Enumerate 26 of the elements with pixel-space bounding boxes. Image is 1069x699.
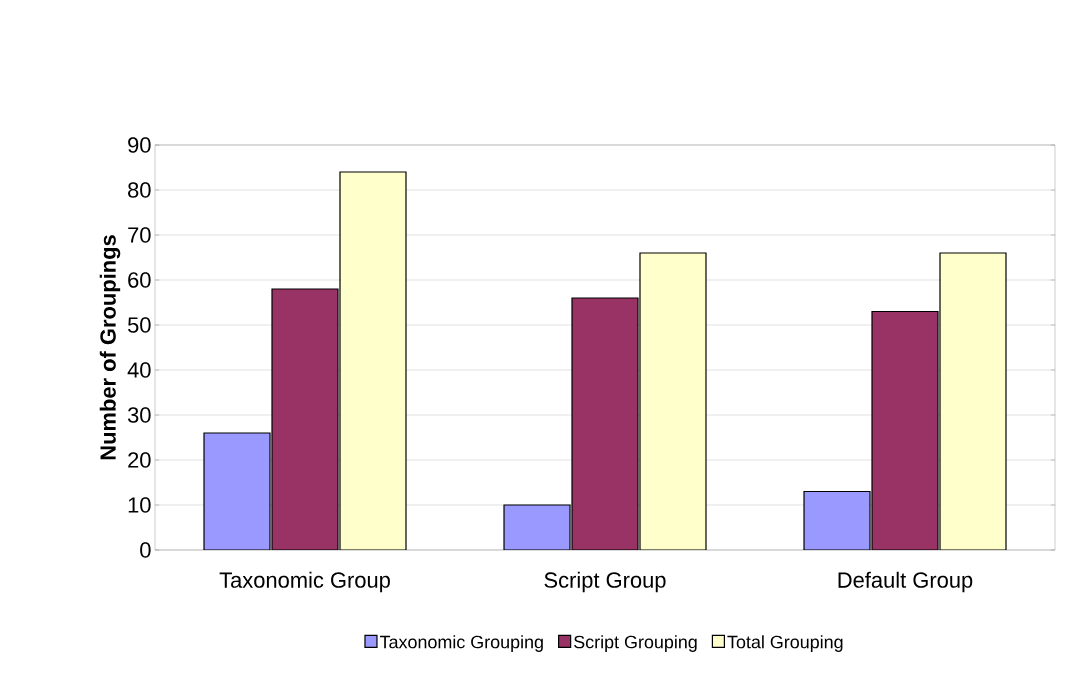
y-tick-label: 60	[128, 272, 151, 288]
bar	[203, 432, 271, 550]
y-axis-title: Number of Groupings	[99, 235, 121, 460]
y-tick-label: 80	[128, 182, 151, 198]
x-tick-label: Default Group	[838, 571, 973, 593]
y-tick-label: 20	[128, 452, 151, 468]
y-tick-label: 90	[128, 137, 151, 153]
legend-label: Taxonomic Grouping	[379, 635, 543, 652]
bar	[339, 171, 407, 550]
bar	[871, 310, 939, 550]
y-tick-label: 10	[128, 497, 151, 513]
y-tick-label: 50	[127, 317, 151, 333]
y-tick-label: 40	[127, 362, 151, 378]
bar	[939, 252, 1007, 550]
y-tick-label: 30	[127, 407, 151, 423]
bar	[803, 490, 871, 550]
legend-label: Script Grouping	[574, 635, 697, 652]
bar	[271, 288, 339, 550]
y-tick-label: 70	[128, 227, 151, 243]
bar	[503, 504, 571, 550]
y-tick-label: 0	[140, 542, 151, 558]
legend-label: Total Grouping	[727, 635, 843, 652]
x-tick-label: Script Group	[544, 571, 666, 593]
x-tick-label: Taxonomic Group	[219, 571, 390, 593]
bar	[639, 252, 707, 550]
bar	[571, 297, 639, 550]
